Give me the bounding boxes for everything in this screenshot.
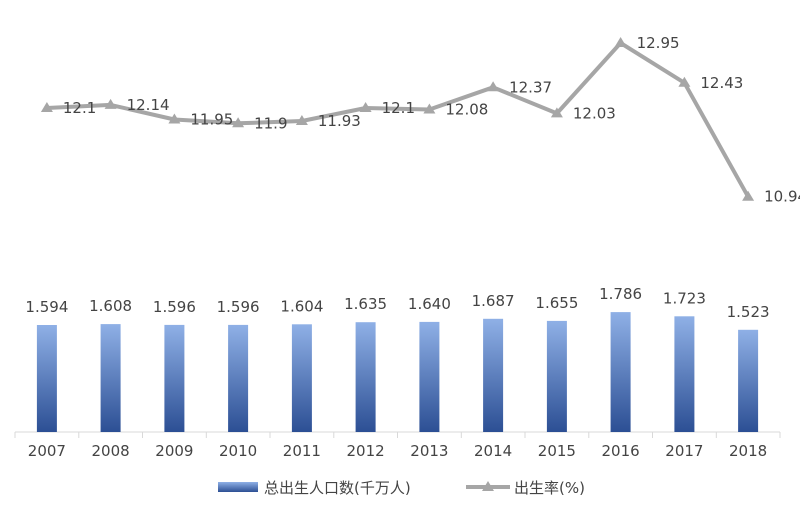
line-marker-2018 (742, 190, 755, 201)
line-marker-2011 (295, 115, 308, 125)
x-tick-2011: 2011 (283, 442, 321, 460)
line-label-2014: 12.37 (509, 78, 552, 96)
x-tick-2015: 2015 (538, 442, 576, 460)
legend-item-bar: 总出生人口数(千万人) (218, 479, 411, 497)
line-marker-2017 (678, 76, 691, 87)
bar-2007 (36, 325, 57, 432)
bar-2009 (164, 324, 185, 432)
line-label-2015: 12.03 (573, 104, 616, 122)
bar-2012 (355, 322, 376, 432)
bar-2014 (483, 318, 504, 432)
bar-2015 (546, 320, 567, 432)
bar-label-2013: 1.640 (408, 295, 451, 313)
line-marker-2013 (423, 103, 436, 114)
legend: 总出生人口数(千万人) 出生率(%) (218, 479, 585, 497)
x-tick-2012: 2012 (347, 442, 385, 460)
bar-label-2017: 1.723 (663, 289, 706, 307)
line-label-2011: 11.93 (318, 112, 361, 130)
legend-line-marker (482, 481, 494, 491)
line-label-2016: 12.95 (637, 34, 680, 52)
line-marker-2012 (359, 102, 372, 112)
bar-label-2018: 1.523 (727, 303, 770, 321)
x-tick-2008: 2008 (92, 442, 130, 460)
line-label-2007: 12.1 (63, 99, 96, 117)
legend-item-line: 出生率(%) (466, 479, 585, 497)
line-marker-2010 (232, 117, 245, 128)
line-marker-2016 (614, 37, 627, 47)
line-label-2018: 10.94 (764, 188, 800, 206)
line-marker-2009 (168, 113, 181, 124)
bar-2011 (291, 324, 312, 432)
x-tick-2007: 2007 (28, 442, 66, 460)
x-tick-2018: 2018 (729, 442, 767, 460)
bar-2018 (738, 329, 759, 432)
bar-2010 (228, 324, 249, 432)
bar-label-2007: 1.594 (25, 298, 68, 316)
bar-label-2008: 1.608 (89, 297, 132, 315)
line-marker-2008 (104, 98, 117, 109)
line-series (40, 37, 755, 201)
x-tick-2017: 2017 (665, 442, 703, 460)
line-labels: 12.1 12.14 11.95 11.9 11.93 12.1 12.08 12.37 12.… (63, 34, 800, 206)
x-tick-2013: 2013 (410, 442, 448, 460)
bar-label-2011: 1.604 (280, 297, 323, 315)
bar-labels: 1.594 1.608 1.596 1.596 1.604 1.635 1.640 1.687… (25, 285, 769, 321)
x-tick-2014: 2014 (474, 442, 512, 460)
line-label-2013: 12.08 (445, 101, 488, 119)
line-label-2008: 12.14 (127, 96, 170, 114)
line-marker-2015 (550, 107, 563, 118)
legend-bar-label: 总出生人口数(千万人) (264, 479, 411, 497)
bar-2016 (610, 312, 631, 432)
bar-label-2010: 1.596 (217, 298, 260, 316)
legend-bar-swatch (218, 482, 258, 492)
bar-2013 (419, 321, 440, 432)
birth-rate-line (46, 41, 750, 198)
line-marker-2014 (487, 81, 500, 92)
bar-series (36, 312, 759, 432)
bar-label-2015: 1.655 (535, 294, 578, 312)
bar-label-2016: 1.786 (599, 285, 642, 303)
line-label-2009: 11.95 (190, 111, 233, 129)
line-label-2012: 12.1 (382, 99, 415, 117)
x-tick-labels: 2007 2008 2009 2010 2011 2012 2013 2014 2015 2016… (14, 432, 781, 460)
x-tick-2009: 2009 (155, 442, 193, 460)
bar-label-2009: 1.596 (153, 298, 196, 316)
line-label-2017: 12.43 (700, 74, 743, 92)
line-marker-2007 (40, 102, 53, 112)
bar-label-2014: 1.687 (472, 292, 515, 310)
line-label-2010: 11.9 (254, 114, 287, 132)
legend-line-label: 出生率(%) (514, 479, 585, 497)
x-tick-2010: 2010 (219, 442, 257, 460)
x-tick-2016: 2016 (602, 442, 640, 460)
bar-2008 (100, 324, 121, 432)
bar-2017 (674, 316, 695, 432)
bar-label-2012: 1.635 (344, 295, 387, 313)
